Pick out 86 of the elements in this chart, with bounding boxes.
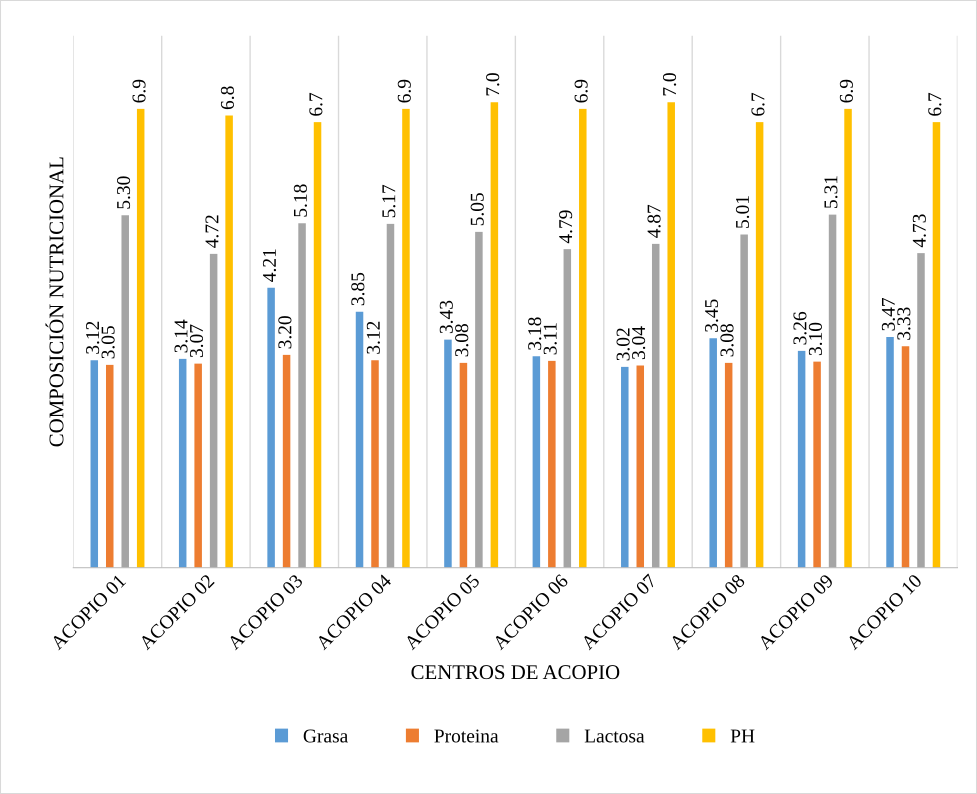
x-axis-title: CENTROS DE ACOPIO: [411, 665, 620, 680]
bar: [267, 288, 275, 568]
data-label: 7.0: [662, 73, 676, 96]
data-label: 5.01: [736, 196, 750, 228]
bar: [917, 253, 925, 568]
data-label: 3.18: [528, 317, 542, 350]
y-axis-title: COMPOSICIÓN NUTRICIONAL: [45, 157, 64, 446]
bar: [402, 108, 410, 568]
bar: [90, 360, 98, 568]
bar: [828, 214, 836, 568]
bar: [902, 346, 910, 568]
bar: [298, 223, 306, 568]
bar: [121, 215, 129, 568]
bar: [548, 360, 556, 568]
data-label: 5.05: [470, 193, 484, 226]
bar: [564, 249, 572, 568]
bar: [932, 122, 940, 568]
data-label: 5.18: [294, 184, 308, 217]
data-label: 3.33: [897, 307, 910, 340]
data-label: 4.79: [559, 210, 572, 244]
bar: [490, 102, 498, 568]
bar: [314, 122, 322, 568]
bar: [475, 232, 483, 568]
data-label: 6.9: [398, 80, 411, 102]
bar: [106, 364, 114, 568]
data-label: 3.12: [366, 322, 380, 354]
bar: [210, 254, 218, 568]
data-label: 6.9: [840, 80, 853, 102]
bar: [740, 234, 748, 568]
legend-label: PH: [730, 730, 754, 742]
bar: [844, 108, 852, 568]
bar: [667, 102, 675, 568]
bar: [724, 362, 732, 568]
bar: [460, 362, 468, 568]
bar: [194, 364, 202, 568]
bar: [282, 354, 290, 568]
bar: [444, 340, 452, 568]
data-label: 4.73: [912, 214, 926, 248]
data-label: 6.8: [220, 86, 234, 110]
data-label: 3.10: [808, 322, 822, 356]
bar: [225, 116, 233, 568]
data-label: 3.47: [882, 298, 895, 330]
data-label: 3.08: [720, 324, 734, 356]
data-label: 3.45: [705, 299, 718, 332]
bar: [621, 366, 629, 568]
legend-label: Grasa: [304, 729, 348, 743]
data-label: 3.85: [351, 272, 364, 306]
bar: [356, 312, 364, 568]
data-label: 4.21: [262, 249, 276, 282]
data-label: 3.04: [632, 326, 646, 360]
data-label: 3.08: [455, 324, 468, 356]
data-label: 4.87: [647, 204, 661, 238]
data-label: 3.07: [190, 324, 204, 358]
bar: [386, 224, 394, 568]
data-label: 3.11: [544, 323, 557, 354]
data-label: 3.26: [793, 312, 807, 344]
bar: [178, 358, 186, 568]
bar: [532, 356, 540, 568]
bar: [756, 122, 764, 568]
data-label: 5.31: [824, 176, 838, 208]
bar: [371, 360, 379, 568]
bar: [652, 244, 660, 568]
legend-label: Lactosa: [584, 730, 644, 743]
data-label: 6.9: [574, 80, 588, 102]
data-label: 5.17: [382, 184, 396, 218]
data-label: 3.02: [616, 328, 630, 360]
data-label: 3.05: [101, 326, 115, 358]
data-label: 3.43: [440, 300, 453, 334]
data-label: 3.20: [278, 316, 292, 348]
data-label: 6.7: [309, 92, 322, 116]
data-label: 6.7: [928, 92, 942, 116]
bar: [813, 362, 821, 568]
data-label: 4.72: [205, 215, 219, 248]
data-label: 6.7: [751, 92, 765, 116]
bar: [579, 108, 587, 568]
legend-label: Proteina: [434, 729, 498, 743]
data-label: 7.0: [486, 73, 500, 96]
data-label: 3.12: [86, 322, 100, 354]
bar: [798, 350, 806, 568]
data-label: 3.14: [174, 320, 188, 352]
data-label: 5.30: [116, 176, 130, 209]
data-label: 6.9: [132, 80, 146, 102]
bar: [136, 108, 144, 568]
bar: [886, 336, 894, 568]
bar: [636, 366, 644, 568]
bar: [709, 338, 717, 568]
